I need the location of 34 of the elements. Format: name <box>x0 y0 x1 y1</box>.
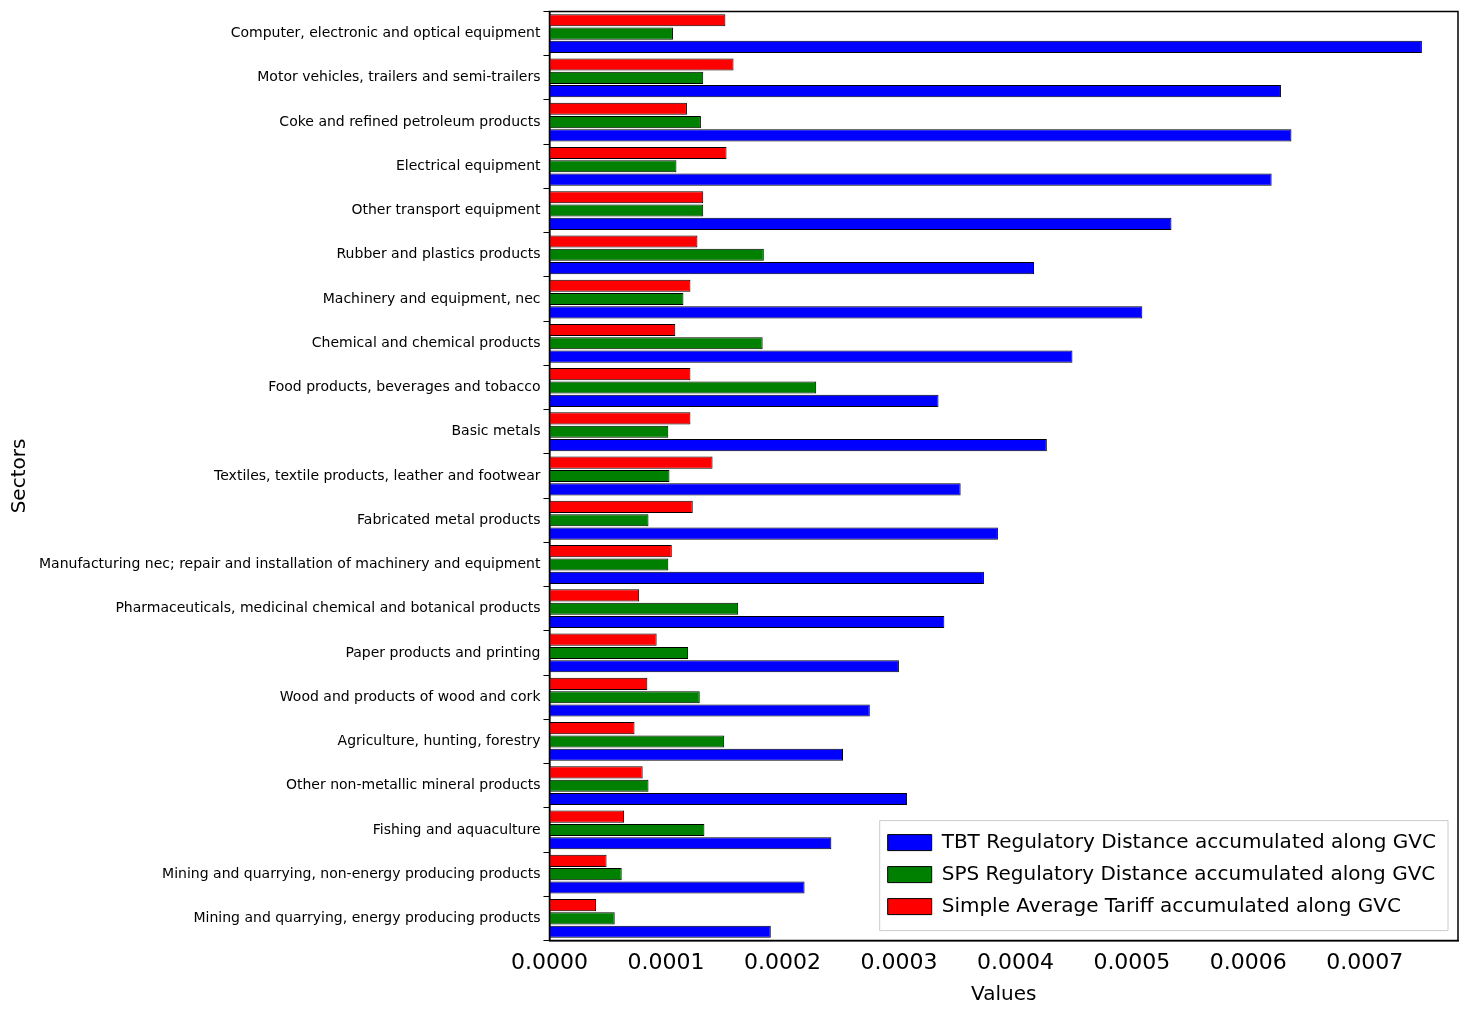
x-tick-label: 0.0004 <box>976 948 1054 974</box>
y-tick-label: Fishing and aquaculture <box>372 820 541 837</box>
y-tick-label: Coke and refined petroleum products <box>279 112 541 129</box>
x-tick-label: 0.0003 <box>860 948 938 974</box>
y-tick-label: Motor vehicles, trailers and semi-trailers <box>257 68 541 85</box>
x-tick-label: 0.0001 <box>627 948 705 974</box>
x-tick-label: 0.0000 <box>511 948 588 974</box>
x-tick-label: 0.0002 <box>743 948 821 974</box>
y-axis-title: Sectors <box>6 438 31 514</box>
y-tick-label: Wood and products of wood and cork <box>279 687 542 704</box>
y-tick-label: Machinery and equipment, nec <box>322 289 541 306</box>
y-tick-label: Paper products and printing <box>345 643 541 660</box>
legend-label: SPS Regulatory Distance accumulated along GVC <box>941 860 1436 885</box>
x-tick-label: 0.0007 <box>1326 948 1404 974</box>
y-tick-label: Other transport equipment <box>351 201 541 218</box>
x-tick-label: 0.0006 <box>1209 948 1287 974</box>
y-tick-label: Pharmaceuticals, medicinal chemical and botanical products <box>115 599 541 616</box>
y-tick-label: Other non-metallic mineral products <box>285 776 541 793</box>
legend-label: Simple Average Tariff accumulated along GVC <box>941 892 1401 917</box>
legend-label: TBT Regulatory Distance accumulated along GVC <box>940 828 1437 853</box>
y-tick-label: Manufacturing nec; repair and installation of machinery and equipment <box>38 555 541 572</box>
y-tick-label: Food products, beverages and tobacco <box>268 378 541 395</box>
y-tick-label: Mining and quarrying, energy producing products <box>193 909 541 926</box>
x-tick-label: 0.0005 <box>1093 948 1171 974</box>
y-tick-label: Agriculture, hunting, forestry <box>337 732 541 749</box>
y-tick-label: Mining and quarrying, non-energy producing products <box>162 864 541 881</box>
y-tick-label: Electrical equipment <box>395 156 541 173</box>
y-tick-label: Computer, electronic and optical equipment <box>230 24 541 41</box>
y-tick-label: Textiles, textile products, leather and footwear <box>213 466 541 483</box>
y-tick-label: Basic metals <box>451 422 541 439</box>
y-tick-label: Fabricated metal products <box>357 510 541 527</box>
y-tick-label: Chemical and chemical products <box>311 333 541 350</box>
y-tick-label: Rubber and plastics products <box>336 245 541 262</box>
x-axis-title: Values <box>971 981 1037 1006</box>
